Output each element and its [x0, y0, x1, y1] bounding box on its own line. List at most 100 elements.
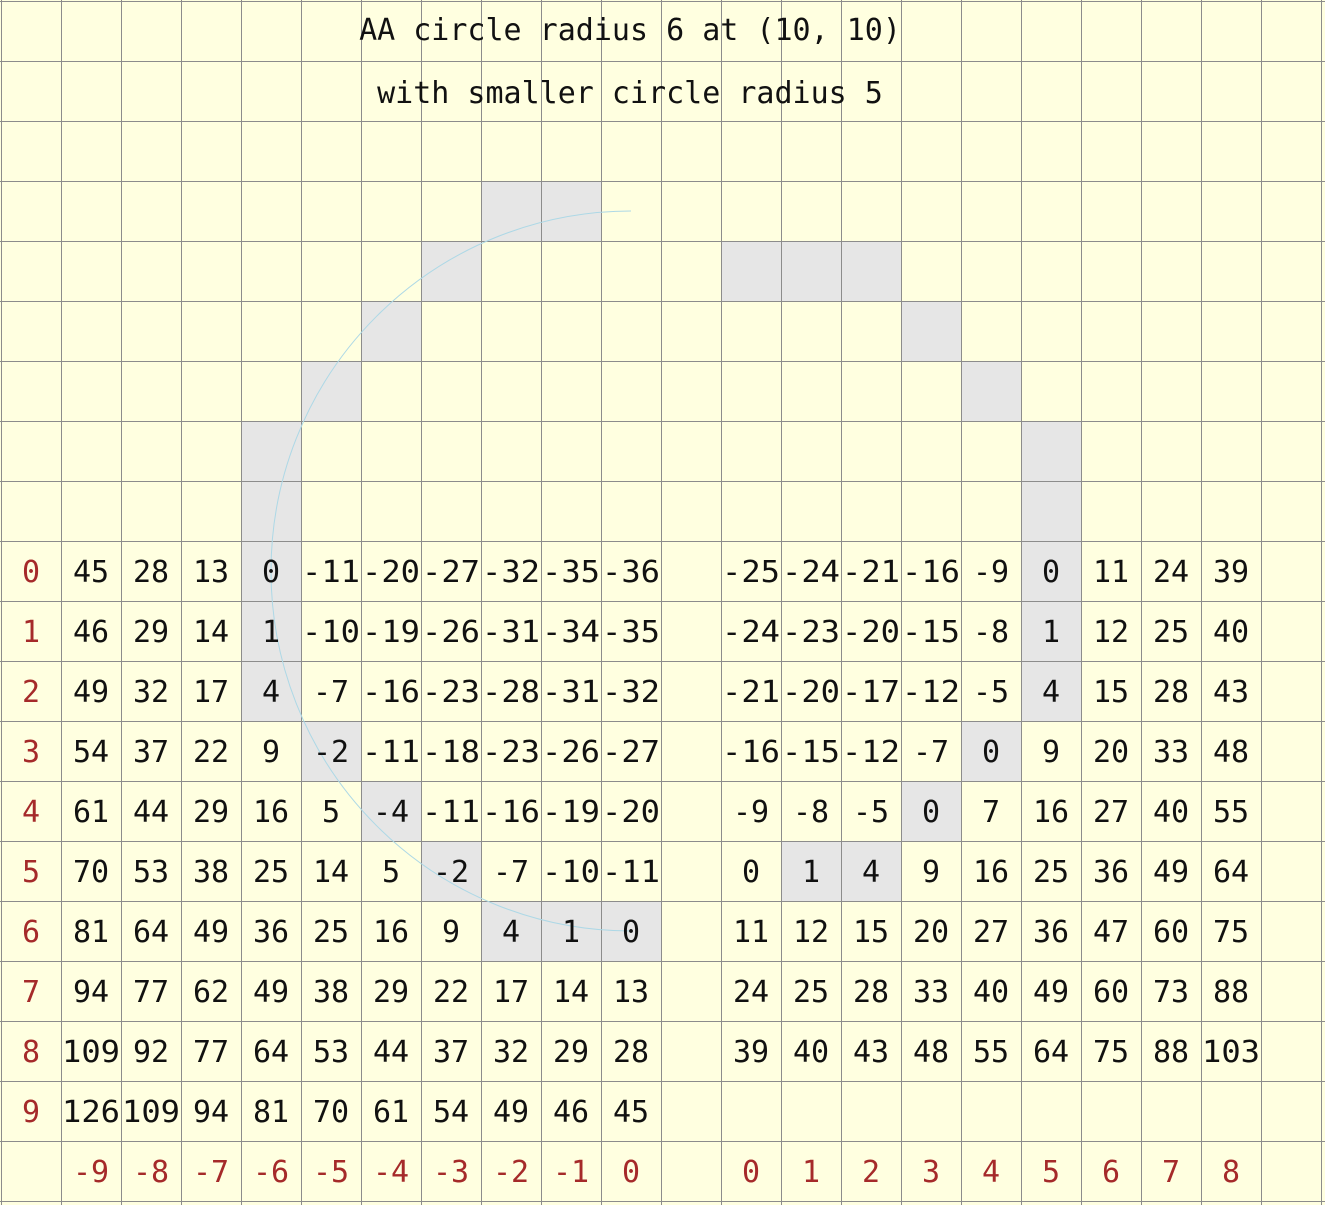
left-value-cell: -11	[302, 555, 360, 590]
left-value-cell: 61	[73, 795, 109, 830]
right-value-cell: -8	[973, 615, 1009, 650]
left-value-cell: 46	[73, 615, 109, 650]
left-value-cell: 29	[373, 975, 409, 1010]
right-value-cell: 12	[793, 915, 829, 950]
right-value-cell: 60	[1093, 975, 1129, 1010]
right-column-label: 4	[982, 1155, 1000, 1190]
left-value-cell: -31	[482, 615, 540, 650]
left-value-cell: 53	[313, 1035, 349, 1070]
row-label: 4	[22, 795, 40, 830]
right-value-cell: 16	[1033, 795, 1069, 830]
left-value-cell: 9	[442, 915, 460, 950]
highlight-cell	[361, 781, 421, 841]
left-value-cell: -18	[422, 735, 480, 770]
left-value-cell: 25	[253, 855, 289, 890]
right-value-cell: 40	[1153, 795, 1189, 830]
right-value-cell: 15	[853, 915, 889, 950]
left-value-cell: 13	[193, 555, 229, 590]
right-value-cell: 39	[1213, 555, 1249, 590]
left-value-cell: 29	[133, 615, 169, 650]
right-value-cell: 88	[1153, 1035, 1189, 1070]
left-value-cell: -11	[422, 795, 480, 830]
right-value-cell: 28	[1153, 675, 1189, 710]
row-label: 9	[22, 1095, 40, 1130]
right-value-cell: 75	[1093, 1035, 1129, 1070]
right-value-cell: -16	[722, 735, 780, 770]
left-column-label: -5	[313, 1155, 349, 1190]
right-value-cell: -8	[793, 795, 829, 830]
highlight-cell	[901, 781, 961, 841]
circle-arc	[270, 210, 632, 932]
right-value-cell: -5	[853, 795, 889, 830]
row-label: 0	[22, 555, 40, 590]
right-value-cell: 73	[1153, 975, 1189, 1010]
right-value-cell: -25	[722, 555, 780, 590]
left-value-cell: 126	[62, 1095, 120, 1130]
right-value-cell: 7	[982, 795, 1000, 830]
left-value-cell: -16	[482, 795, 540, 830]
highlight-cell	[961, 361, 1021, 421]
right-column-label: 6	[1102, 1155, 1120, 1190]
left-value-cell: 0	[622, 915, 640, 950]
left-value-cell: 16	[373, 915, 409, 950]
highlight-cell	[961, 721, 1021, 781]
left-value-cell: 44	[373, 1035, 409, 1070]
left-value-cell: 36	[253, 915, 289, 950]
right-column-label: 7	[1162, 1155, 1180, 1190]
left-value-cell: 64	[133, 915, 169, 950]
left-value-cell: -11	[602, 855, 660, 890]
highlight-cell	[541, 181, 601, 241]
right-value-cell: 39	[733, 1035, 769, 1070]
row-label: 5	[22, 855, 40, 890]
left-value-cell: -27	[602, 735, 660, 770]
right-value-cell: 16	[973, 855, 1009, 890]
left-value-cell: 45	[73, 555, 109, 590]
right-value-cell: 48	[913, 1035, 949, 1070]
right-value-cell: -20	[842, 615, 900, 650]
right-value-cell: 103	[1202, 1035, 1260, 1070]
left-value-cell: -27	[422, 555, 480, 590]
left-value-cell: -35	[542, 555, 600, 590]
right-value-cell: 36	[1033, 915, 1069, 950]
left-value-cell: 5	[382, 855, 400, 890]
highlight-cell	[1021, 421, 1081, 481]
right-column-label: 1	[802, 1155, 820, 1190]
row-label: 8	[22, 1035, 40, 1070]
right-column-label: 8	[1222, 1155, 1240, 1190]
left-value-cell: -20	[602, 795, 660, 830]
left-value-cell: 49	[73, 675, 109, 710]
highlight-cell	[241, 421, 301, 481]
left-value-cell: -20	[362, 555, 420, 590]
right-value-cell: -23	[782, 615, 840, 650]
right-value-cell: 49	[1033, 975, 1069, 1010]
left-value-cell: 28	[133, 555, 169, 590]
left-column-label: -3	[433, 1155, 469, 1190]
left-value-cell: 16	[253, 795, 289, 830]
left-value-cell: 54	[73, 735, 109, 770]
right-value-cell: -17	[842, 675, 900, 710]
right-value-cell: 40	[973, 975, 1009, 1010]
left-value-cell: -2	[433, 855, 469, 890]
left-value-cell: -7	[493, 855, 529, 890]
right-value-cell: 11	[1093, 555, 1129, 590]
right-value-cell: 43	[1213, 675, 1249, 710]
left-value-cell: 38	[313, 975, 349, 1010]
row-label: 2	[22, 675, 40, 710]
left-value-cell: 1	[562, 915, 580, 950]
right-value-cell: 55	[1213, 795, 1249, 830]
right-value-cell: 27	[1093, 795, 1129, 830]
highlight-cell	[1021, 481, 1081, 541]
right-value-cell: 40	[1213, 615, 1249, 650]
left-value-cell: 37	[433, 1035, 469, 1070]
highlight-cell	[1021, 601, 1081, 661]
left-value-cell: 5	[322, 795, 340, 830]
right-value-cell: 15	[1093, 675, 1129, 710]
right-value-cell: 49	[1153, 855, 1189, 890]
right-column-label: 3	[922, 1155, 940, 1190]
highlight-cell	[481, 181, 541, 241]
right-value-cell: 25	[1153, 615, 1189, 650]
right-value-cell: -24	[782, 555, 840, 590]
left-value-cell: 0	[262, 555, 280, 590]
